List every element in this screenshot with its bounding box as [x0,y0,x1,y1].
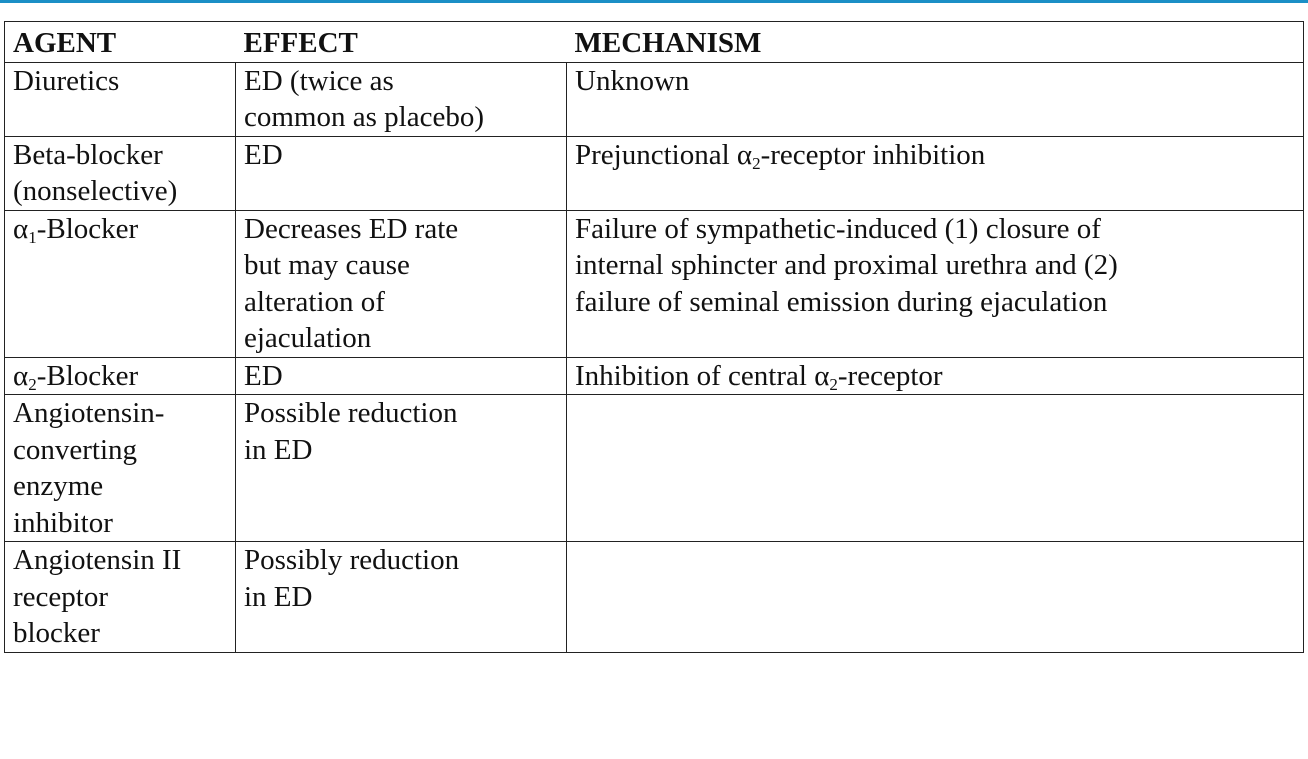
effect-cell: ED [235,356,567,395]
effect-cell: Possibly reduction in ED [235,541,567,653]
effect-cell: ED [235,135,567,211]
agent-line: (nonselective) [13,175,178,207]
mechanism-cell: Failure of sympathetic-induced (1) closu… [566,209,1304,358]
effect-line: common as placebo) [244,101,484,133]
agent-cell: Angiotensin-converting enzyme inhibitor [4,394,236,542]
agent-line: enzyme [13,470,104,502]
mechanism-line: Failure of sympathetic-induced (1) closu… [575,212,1101,245]
table-header-row: AGENT EFFECT MECHANISM [4,21,1304,63]
top-rule [0,0,1308,3]
mechanism-cell: Prejunctional α2-receptor inhibition [566,135,1304,211]
header-agent: AGENT [4,21,236,63]
effect-line: in ED [244,580,313,613]
agent-line: Beta-blocker [13,138,163,171]
effect-cell: Decreases ED rate but may cause alteration… [235,209,567,358]
effect-line: ED [244,138,283,171]
effect-line: ED [244,359,283,392]
agent-line: α1-Blocker [13,212,139,247]
agent-line: inhibitor [13,506,113,539]
mechanism-line: internal sphincter and proximal urethra … [575,249,1118,281]
mechanism-cell: Unknown [566,61,1304,137]
agent-cell: Angiotensin II receptor blocker [4,541,236,653]
mechanism-line: failure of seminal emission during ejacu… [575,285,1108,318]
agent-line: Angiotensin II [13,544,182,576]
table-row: α2-Blocker ED Inhibition of central α2-rec… [4,356,1304,395]
table-row: Diuretics ED (twice as common as placebo) U… [4,61,1304,137]
table-row: Beta-blocker (nonselective) ED Prejunctiona… [4,135,1304,211]
mechanism-cell [566,541,1304,653]
effect-line: Possibly reduction [244,544,460,576]
agent-cell: α1-Blocker [4,209,236,358]
agent-line: Diuretics [13,64,120,97]
agent-line: Angiotensin- [13,397,165,429]
agent-line: α2-Blocker [13,359,139,394]
table-row: Angiotensin II receptor blocker Possibly re… [4,541,1304,653]
effect-line: ejaculation [244,322,372,354]
agent-cell: Diuretics [4,61,236,137]
mechanism-line: Prejunctional α2-receptor inhibition [575,138,986,173]
agent-line: blocker [13,617,100,649]
drug-effects-table: AGENT EFFECT MECHANISM Diuretics ED (twic… [4,21,1304,653]
effect-cell: ED (twice as common as placebo) [235,61,567,137]
mechanism-line: Inhibition of central α2-receptor [575,359,943,394]
agent-cell: α2-Blocker [4,356,236,395]
effect-line: but may cause [244,249,410,281]
table-row: Angiotensin-converting enzyme inhibitor Pos… [4,394,1304,542]
agent-line: converting [13,433,138,466]
header-mechanism: MECHANISM [566,21,1304,63]
agent-line: receptor [13,580,108,613]
agent-cell: Beta-blocker (nonselective) [4,135,236,211]
effect-line: alteration of [244,285,385,318]
effect-line: Possible reduction [244,397,458,429]
effect-line: Decreases ED rate [244,212,459,245]
effect-cell: Possible reduction in ED [235,394,567,542]
mechanism-line: Unknown [575,64,690,97]
mechanism-cell [566,394,1304,542]
mechanism-cell: Inhibition of central α2-receptor [566,356,1304,395]
effect-line: ED (twice as [244,64,394,97]
effect-line: in ED [244,433,313,466]
header-effect: EFFECT [235,21,567,63]
table-row: α1-Blocker Decreases ED rate but may cause… [4,209,1304,358]
